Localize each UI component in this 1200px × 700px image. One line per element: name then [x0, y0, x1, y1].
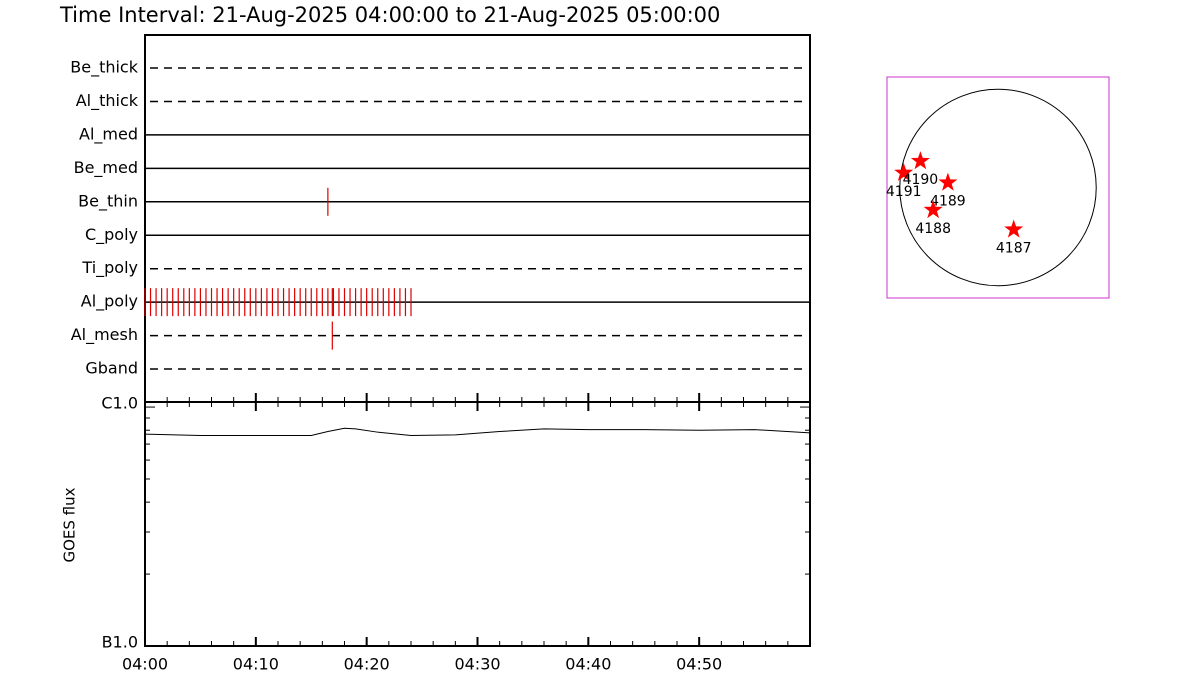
- region-label: 4190: [903, 172, 939, 188]
- x-tick-label: 04:20: [344, 655, 390, 674]
- region-star: [923, 199, 943, 219]
- x-tick-label: 04:30: [454, 655, 500, 674]
- row-label: Al_thick: [76, 91, 139, 111]
- region-star: [1004, 219, 1024, 238]
- region-star: [894, 162, 914, 181]
- chart-title: Time Interval: 21-Aug-2025 04:00:00 to 2…: [59, 3, 720, 27]
- region-star: [910, 151, 930, 170]
- y-tick-label: C1.0: [101, 394, 138, 413]
- y-tick-label: B1.0: [102, 633, 138, 652]
- x-tick-label: 04:50: [676, 655, 722, 674]
- region-star: [938, 172, 958, 191]
- region-label: 4189: [930, 194, 966, 210]
- solar-disk: [899, 88, 1097, 287]
- x-tick-label: 04:40: [565, 655, 611, 674]
- x-tick-label: 04:10: [233, 655, 279, 674]
- row-label: Al_mesh: [71, 325, 138, 345]
- x-tick-label: 04:00: [122, 655, 168, 674]
- row-label: Al_poly: [81, 292, 138, 312]
- region-label: 4187: [996, 241, 1032, 257]
- row-label: Be_med: [74, 158, 138, 178]
- y-axis-label: GOES flux: [61, 487, 79, 562]
- map-frame: [886, 76, 1110, 299]
- plot-frame: [144, 34, 811, 647]
- region-label: 4191: [886, 184, 922, 200]
- region-label: 4188: [915, 221, 951, 237]
- flux-line: [144, 427, 811, 437]
- row-label: C_poly: [85, 225, 138, 245]
- row-label: Al_med: [79, 124, 138, 144]
- row-label: Gband: [85, 359, 138, 378]
- row-label: Ti_poly: [81, 258, 138, 278]
- row-label: Be_thick: [70, 58, 138, 78]
- row-label: Be_thin: [78, 191, 138, 211]
